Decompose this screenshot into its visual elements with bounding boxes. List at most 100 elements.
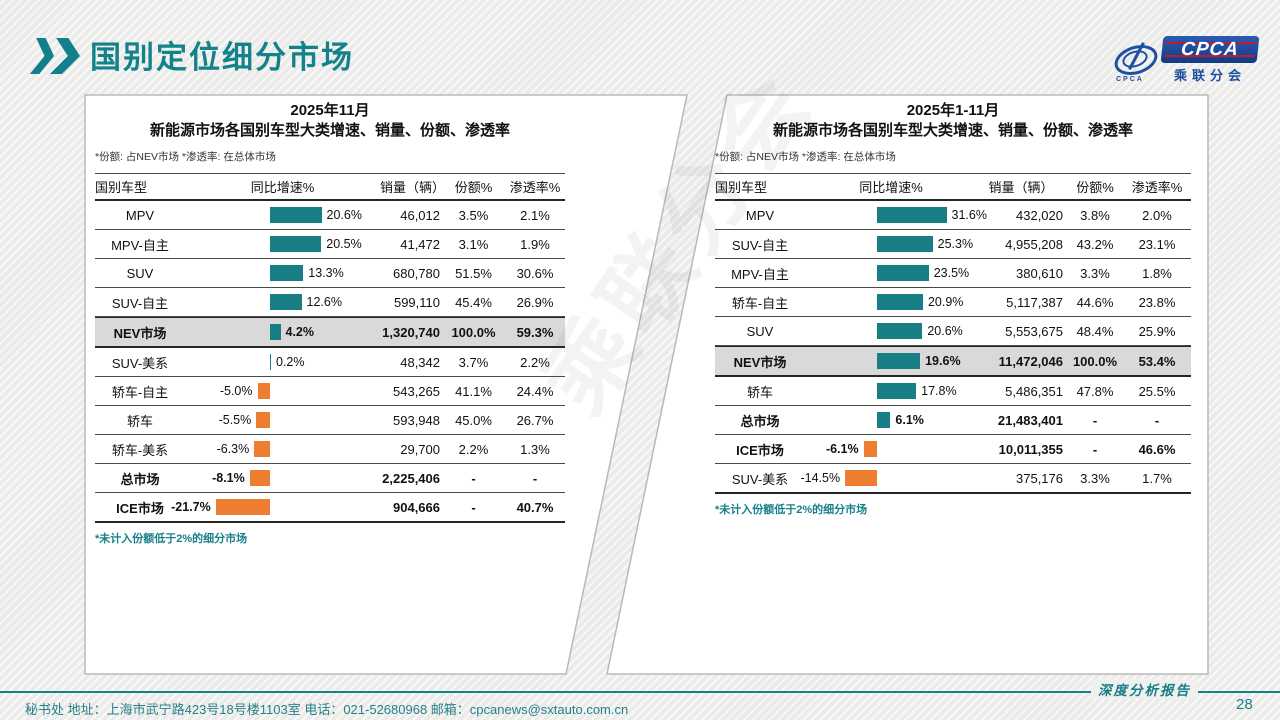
sales-value: 5,486,351 bbox=[1005, 383, 1063, 399]
share-value: 100.0% bbox=[451, 324, 496, 340]
penetration-value: 1.9% bbox=[520, 236, 550, 252]
share-value: 44.6% bbox=[1076, 294, 1114, 310]
table-header-row: 国别车型 同比增速% 销量（辆） 份额% 渗透率% bbox=[715, 174, 1191, 201]
row-label: ICE市场 bbox=[736, 442, 784, 458]
table-row: 总市场 6.1% 21,483,401 - - bbox=[715, 406, 1191, 435]
table-header-row: 国别车型 同比增速% 销量（辆） 份额% 渗透率% bbox=[95, 174, 565, 201]
table-row: MPV 31.6% 432,020 3.8% 2.0% bbox=[715, 201, 1191, 230]
column-header: 同比增速% bbox=[859, 180, 923, 195]
table-title: 2025年1-11月 新能源市场各国别车型大类增速、销量、份额、渗透率 bbox=[772, 102, 1133, 139]
growth-bar-zone: -21.7% bbox=[171, 493, 380, 521]
growth-value-label: 13.3% bbox=[308, 266, 344, 280]
share-value: 45.4% bbox=[455, 294, 492, 310]
column-header: 渗透率% bbox=[1131, 180, 1183, 195]
share-value: 43.2% bbox=[1076, 236, 1114, 252]
table-row: ICE市场 -6.1% 10,011,355 - 46.6% bbox=[715, 435, 1191, 464]
penetration-value: 2.1% bbox=[520, 207, 550, 223]
growth-bar-zone: 0.2% bbox=[185, 348, 380, 376]
penetration-value: 23.1% bbox=[1138, 236, 1176, 252]
sales-value: 29,700 bbox=[400, 441, 440, 457]
growth-bar bbox=[270, 324, 281, 340]
table-row: 轿车-美系 -6.3% 29,700 2.2% 1.3% bbox=[95, 435, 565, 464]
growth-bar bbox=[877, 412, 891, 428]
table-footnote: *未计入份额低于2%的细分市场 bbox=[715, 504, 868, 516]
page-number: 28 bbox=[1236, 696, 1253, 713]
growth-bar-zone: 20.6% bbox=[185, 201, 380, 229]
sales-value: 680,780 bbox=[393, 265, 440, 281]
row-label: SUV-美系 bbox=[731, 471, 789, 487]
ytd-table: 国别车型 同比增速% 销量（辆） 份额% 渗透率% MPV 31.6% 432,020 3.8%… bbox=[715, 173, 1191, 494]
growth-value-label: 20.5% bbox=[326, 237, 362, 251]
share-value: - bbox=[471, 470, 476, 486]
growth-bar-zone: 4.2% bbox=[185, 318, 380, 346]
column-header: 销量（辆） bbox=[380, 180, 446, 195]
growth-bar bbox=[254, 441, 270, 457]
growth-bar-zone: -14.5% bbox=[801, 464, 977, 492]
row-label: SUV-美系 bbox=[111, 355, 169, 371]
row-label: SUV-自主 bbox=[111, 295, 169, 311]
growth-bar-zone: -6.3% bbox=[185, 435, 380, 463]
growth-bar-zone: 17.8% bbox=[805, 377, 977, 405]
slide-title: 国别定位细分市场 bbox=[90, 40, 354, 75]
sales-value: 375,176 bbox=[1016, 470, 1063, 486]
row-label: 总市场 bbox=[740, 413, 780, 429]
growth-bar-zone: 20.6% bbox=[805, 317, 977, 345]
share-value: - bbox=[471, 499, 476, 515]
footer-divider bbox=[0, 691, 1280, 693]
growth-bar bbox=[249, 470, 270, 486]
growth-value-label: 17.8% bbox=[921, 384, 957, 398]
growth-bar-zone: -8.1% bbox=[185, 464, 380, 492]
growth-bar bbox=[215, 499, 270, 515]
column-header: 份额% bbox=[454, 180, 493, 195]
row-label: SUV bbox=[126, 265, 154, 281]
sales-value: 4,955,208 bbox=[1005, 236, 1063, 252]
sales-value: 2,225,406 bbox=[382, 470, 440, 486]
penetration-value: 30.6% bbox=[516, 265, 554, 281]
penetration-value: 26.7% bbox=[516, 412, 554, 428]
table-row: 总市场 -8.1% 2,225,406 - - bbox=[95, 464, 565, 493]
share-value: - bbox=[1092, 412, 1098, 428]
share-value: 2.2% bbox=[458, 441, 489, 457]
row-label: NEV市场 bbox=[733, 354, 787, 370]
table-footnote: *未计入份额低于2%的细分市场 bbox=[95, 533, 248, 545]
table-row: 轿车 17.8% 5,486,351 47.8% 25.5% bbox=[715, 377, 1191, 406]
growth-bar-zone: 20.9% bbox=[805, 288, 977, 316]
sales-value: 21,483,401 bbox=[997, 412, 1063, 428]
penetration-value: - bbox=[1154, 412, 1160, 428]
monthly-table-panel: 2025年11月 新能源市场各国别车型大类增速、销量、份额、渗透率 *份额: 占… bbox=[95, 101, 565, 546]
penetration-value: 26.9% bbox=[516, 294, 554, 310]
growth-bar bbox=[877, 323, 923, 339]
sales-value: 543,265 bbox=[393, 383, 440, 399]
column-header: 同比增速% bbox=[250, 180, 315, 195]
table-row: NEV市场 4.2% 1,320,740 100.0% 59.3% bbox=[95, 317, 565, 348]
row-label: 轿车 bbox=[746, 384, 773, 400]
growth-value-label: 19.6% bbox=[925, 354, 961, 368]
row-label: MPV-自主 bbox=[731, 266, 789, 282]
penetration-value: 25.9% bbox=[1138, 323, 1176, 339]
penetration-value: 59.3% bbox=[516, 324, 554, 340]
growth-bar-zone: -5.0% bbox=[185, 377, 380, 405]
column-header: 渗透率% bbox=[509, 180, 561, 195]
growth-value-label: 31.6% bbox=[951, 208, 987, 222]
share-value: 3.1% bbox=[458, 236, 489, 252]
column-header: 销量（辆） bbox=[988, 180, 1054, 195]
sales-value: 5,553,675 bbox=[1005, 323, 1063, 339]
growth-value-label: 6.1% bbox=[895, 413, 924, 427]
row-label: SUV bbox=[746, 323, 774, 339]
share-value: 51.5% bbox=[455, 265, 492, 281]
growth-bar-zone: 12.6% bbox=[185, 288, 380, 316]
row-label: 轿车-自主 bbox=[111, 384, 169, 400]
sales-value: 599,110 bbox=[393, 294, 440, 310]
row-label: SUV-自主 bbox=[731, 237, 789, 253]
growth-bar-zone: 19.6% bbox=[805, 347, 977, 375]
growth-value-label: 4.2% bbox=[285, 325, 315, 339]
table-row: MPV-自主 20.5% 41,472 3.1% 1.9% bbox=[95, 230, 565, 259]
growth-value-label: -5.0% bbox=[219, 384, 253, 398]
growth-bar bbox=[845, 470, 877, 486]
sales-value: 46,012 bbox=[400, 207, 440, 223]
growth-value-label: 23.5% bbox=[933, 266, 970, 280]
column-header: 国别车型 bbox=[715, 180, 768, 195]
table-row: 轿车 -5.5% 593,948 45.0% 26.7% bbox=[95, 406, 565, 435]
